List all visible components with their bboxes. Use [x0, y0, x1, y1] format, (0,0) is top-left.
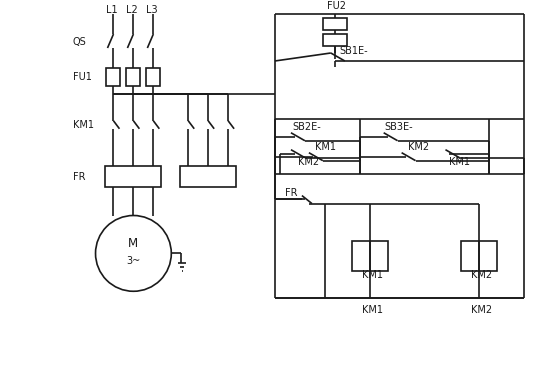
Bar [147, 68, 160, 86]
Text: QS: QS [72, 37, 87, 47]
Text: KM1: KM1 [362, 305, 382, 315]
Bar [323, 34, 347, 46]
Text: L3: L3 [147, 5, 158, 15]
Text: KM2: KM2 [471, 305, 492, 315]
Text: KM1: KM1 [72, 120, 94, 130]
Text: KM2: KM2 [471, 270, 492, 280]
Text: KM2: KM2 [407, 142, 428, 152]
Text: L2: L2 [127, 5, 138, 15]
Text: KM2: KM2 [298, 157, 319, 167]
Bar [180, 166, 236, 187]
Text: KM1: KM1 [315, 142, 336, 152]
Text: KM1: KM1 [362, 270, 382, 280]
Text: FR: FR [72, 172, 85, 182]
Text: FU1: FU1 [72, 72, 91, 82]
Bar [107, 68, 121, 86]
Text: SB3E-: SB3E- [385, 122, 413, 132]
Text: SB1E-: SB1E- [340, 46, 368, 56]
Bar [352, 241, 388, 271]
Bar [105, 166, 161, 187]
Bar [461, 241, 497, 271]
Bar [127, 68, 141, 86]
Text: 3~: 3~ [126, 256, 141, 266]
Text: L1: L1 [107, 5, 118, 15]
Bar [323, 18, 347, 30]
Text: M: M [128, 237, 138, 250]
Text: KM1: KM1 [450, 157, 471, 167]
Text: FU2: FU2 [327, 1, 346, 11]
Text: SB2E-: SB2E- [292, 122, 321, 132]
Text: FR: FR [285, 188, 298, 198]
